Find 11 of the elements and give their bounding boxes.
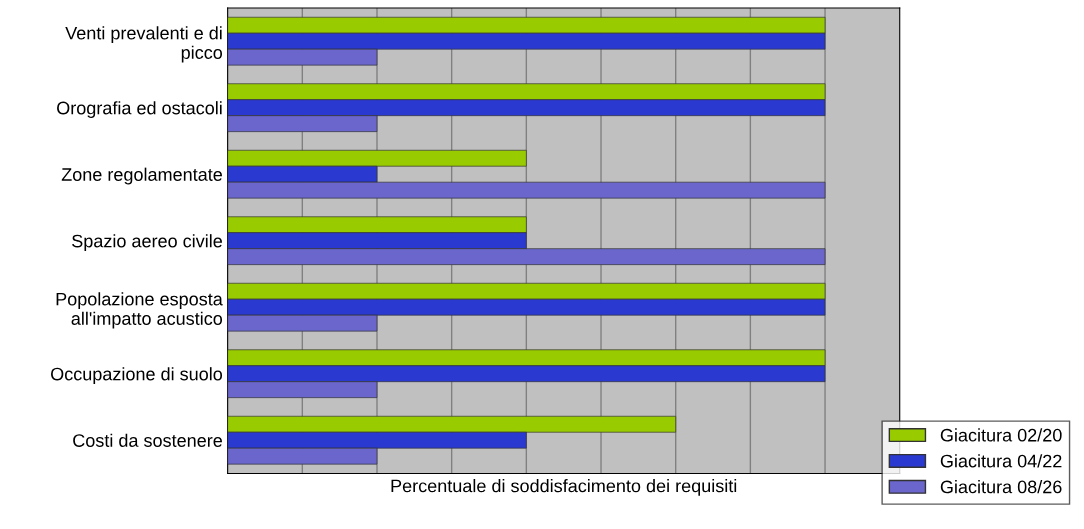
legend-label: Giacitura 04/22 [940,454,1062,468]
legend-label: Giacitura 08/26 [940,480,1062,494]
y-tick-label: Occupazione di suolo [51,367,223,384]
legend-label: Giacitura 02/20 [940,428,1062,442]
y-tick-label: Orografia ed ostacoli [57,101,222,118]
y-tick-label: Zone regolamentate [61,167,222,185]
y-tick-label: Popolazione esposta all'impatto acustico [56,292,223,329]
y-tick-label: Spazio aereo civile [72,234,222,251]
x-axis-title: Percentuale di soddisfacimento dei requisiti [391,479,737,496]
y-tick-label: Venti prevalenti e di picco [65,26,223,63]
y-tick-label: Costi da sostenere [73,433,222,447]
